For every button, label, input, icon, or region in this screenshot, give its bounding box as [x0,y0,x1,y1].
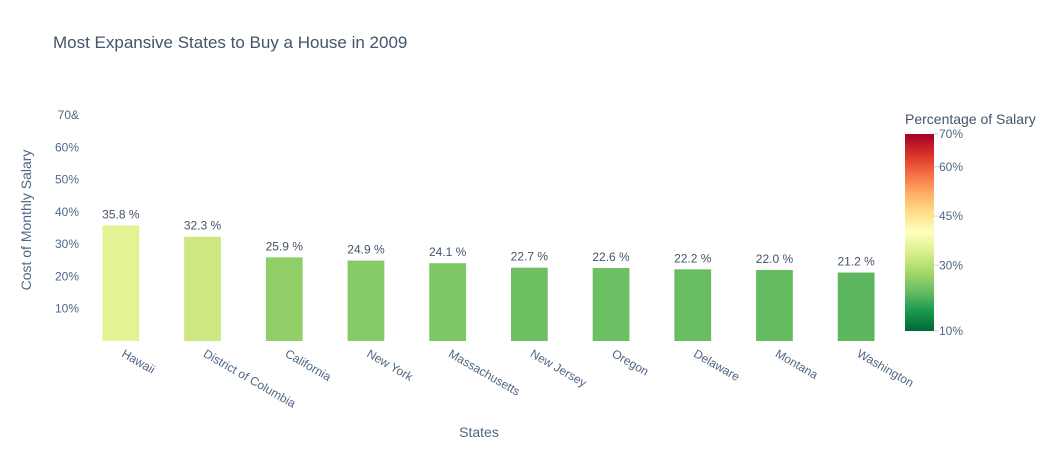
bar[interactable] [102,225,140,341]
bar[interactable] [674,269,712,341]
bar[interactable] [265,257,303,341]
x-tick-label: Washington [855,346,917,390]
bar[interactable] [184,236,221,341]
y-tick-label: 10% [55,302,79,316]
bar-value-label: 25.9 % [266,239,304,253]
x-tick-label: New Jersey [528,346,589,389]
colorbar-tick-label: 60% [939,160,963,174]
colorbar: Percentage of Salary 70% 60% 45% 30% 10% [905,111,1036,338]
x-tick-label: Hawaii [119,346,157,376]
bar[interactable] [347,260,385,341]
bar[interactable] [429,263,467,341]
bar-value-label: 24.1 % [429,245,467,259]
x-tick-label: Montana [773,346,821,382]
colorbar-title: Percentage of Salary [905,111,1036,127]
y-axis-title: Cost of Monthly Salary [18,150,34,291]
colorbar-gradient [905,134,934,331]
x-tick-label: Massachusetts [446,346,522,398]
bar-value-label: 22.6 % [592,250,630,264]
bars [102,225,875,341]
x-tick-label: Oregon [610,346,652,378]
bar-value-label: 22.7 % [511,250,549,264]
bar-value-label: 24.9 % [347,243,385,257]
bar-value-label: 32.3 % [184,219,222,233]
y-tick-label: 40% [55,205,79,219]
x-tick-label: California [283,346,334,384]
bar-value-label: 22.2 % [674,251,712,265]
colorbar-ticks: 70% 60% 45% 30% 10% [934,127,963,338]
y-tick-label: 60% [55,140,79,154]
colorbar-tick-label: 30% [939,258,963,272]
y-axis-ticks: 10% 20% 30% 40% 50% 60% 70& [55,108,79,316]
x-axis-title: States [459,424,499,440]
y-tick-label: 30% [55,237,79,251]
y-tick-label: 50% [55,173,79,187]
bar[interactable] [592,268,630,341]
colorbar-tick-label: 70% [939,127,963,141]
chart-title: Most Expansive States to Buy a House in … [53,33,408,52]
y-tick-label: 70& [58,108,79,122]
y-tick-label: 20% [55,269,79,283]
bar-value-label: 35.8 % [102,207,140,221]
bar-value-label: 22.0 % [756,252,794,266]
bar[interactable] [756,269,793,341]
bar-value-labels: 35.8 % 32.3 % 25.9 % 24.9 % 24.1 % 22.7 % 22.6… [102,207,875,268]
x-tick-label: New York [364,346,416,384]
colorbar-tick-label: 10% [939,324,963,338]
bar[interactable] [837,272,875,341]
x-tick-label: Delaware [691,346,742,384]
bar-value-label: 21.2 % [837,255,875,269]
colorbar-tick-label: 45% [939,209,963,223]
bar[interactable] [510,267,548,341]
